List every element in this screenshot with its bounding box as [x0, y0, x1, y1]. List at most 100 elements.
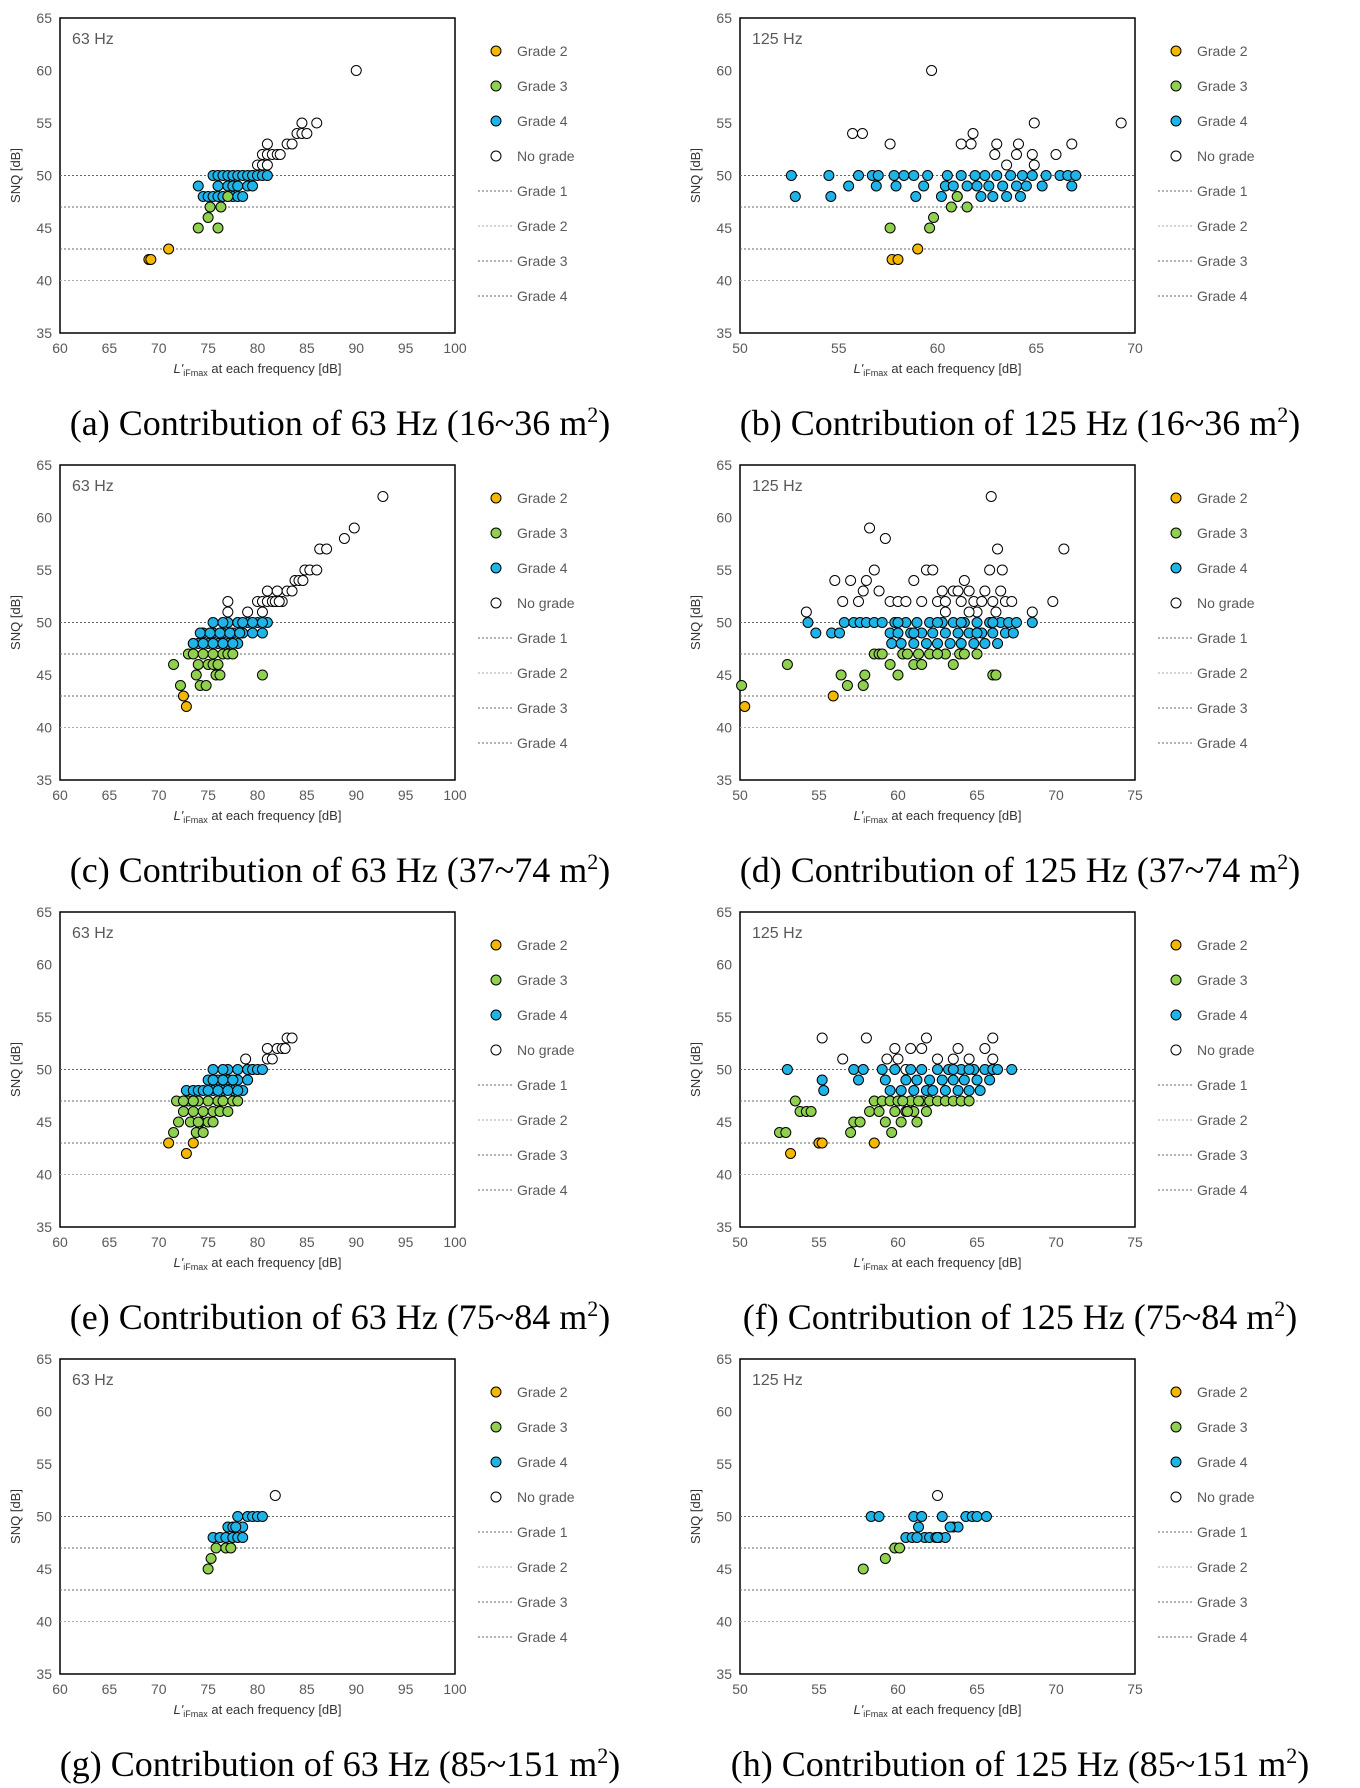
data-point-grade4: [961, 180, 973, 192]
data-point-nograde: [920, 1032, 932, 1044]
legend-label: Grade 4: [1197, 1182, 1248, 1198]
y-tick-label: 50: [716, 168, 732, 184]
data-point-grade4: [910, 191, 922, 202]
data-point-grade4: [1014, 191, 1026, 202]
y-tick-label: 40: [36, 273, 52, 289]
data-point-grade4: [857, 1064, 869, 1075]
data-point-grade4: [217, 617, 229, 628]
data-point-grade3: [197, 1106, 209, 1117]
data-point-nograde: [979, 1043, 991, 1054]
data-point-nograde: [279, 1043, 291, 1054]
x-tick-label: 75: [1127, 1681, 1143, 1697]
data-point-grade3: [884, 659, 896, 670]
legend-marker: [490, 115, 502, 127]
data-point-grade3: [859, 669, 871, 681]
caption-text: (a) Contribution of 63 Hz (16~36 m: [69, 403, 588, 443]
caption-superscript: 2: [1286, 1743, 1298, 1768]
data-point-grade3: [190, 669, 202, 681]
data-point-grade4: [838, 617, 850, 628]
x-tick-label: 80: [250, 340, 266, 356]
y-tick-label: 50: [36, 1062, 52, 1078]
data-point-nograde: [939, 606, 951, 618]
data-point-nograde: [990, 606, 1002, 618]
data-point-grade4: [785, 170, 797, 181]
data-point-grade4: [927, 1085, 939, 1096]
caption-text: (c) Contribution of 63 Hz (37~74 m: [69, 850, 588, 890]
data-point-nograde: [996, 564, 1008, 576]
data-point-grade4: [1020, 180, 1032, 192]
data-point-grade4: [889, 1064, 901, 1075]
data-point-grade4: [932, 638, 943, 649]
data-point-nograde: [873, 585, 885, 597]
y-tick-label: 45: [36, 1561, 52, 1577]
data-point-grade3: [924, 222, 936, 234]
data-point-nograde: [916, 596, 928, 607]
data-point-grade4: [898, 170, 910, 181]
data-point-grade4: [207, 1074, 219, 1086]
legend-label: Grade 3: [517, 700, 568, 716]
scatter-plot: 35 40 45 50 55 60 65 60 65 70 75 80 85 90 95 100 L'iFmax…: [8, 457, 575, 825]
data-point-grade3: [913, 1095, 925, 1107]
data-point-grade4: [935, 191, 947, 202]
data-point-nograde: [829, 575, 841, 586]
y-tick-label: 50: [716, 1062, 732, 1078]
y-tick-label: 60: [716, 1404, 732, 1420]
legend-label: No grade: [1197, 1489, 1255, 1505]
data-point-grade4: [936, 1511, 948, 1522]
y-tick-label: 40: [716, 720, 732, 736]
data-point-grade2: [827, 690, 839, 702]
data-point-grade3: [200, 680, 212, 691]
x-tick-label: 80: [250, 787, 266, 803]
x-tick-label: 65: [1028, 340, 1044, 356]
figure-caption: (g) Contribution of 63 Hz (85~151 m2): [0, 1743, 680, 1785]
legend-label: Grade 3: [517, 972, 568, 988]
data-point-grade4: [247, 180, 259, 192]
data-point-nograde: [908, 575, 920, 586]
caption-close: ): [608, 1744, 621, 1784]
legend-label: Grade 3: [1197, 1147, 1248, 1163]
data-point-grade3: [963, 1095, 975, 1107]
data-point-grade4: [932, 1532, 943, 1543]
x-axis-label: L'iFmax at each frequency [dB]: [174, 361, 342, 378]
data-point-grade3: [187, 648, 199, 660]
data-point-grade3: [232, 1095, 244, 1107]
x-axis-label: L'iFmax at each frequency [dB]: [854, 808, 1022, 825]
data-point-grade4: [810, 627, 822, 639]
data-point-grade4: [987, 627, 999, 639]
legend-label: Grade 2: [1197, 665, 1248, 681]
data-point-nograde: [800, 606, 812, 618]
data-point-grade4: [918, 180, 930, 192]
legend-label: Grade 4: [517, 1629, 568, 1645]
data-point-grade3: [971, 648, 983, 660]
data-point-grade4: [1011, 180, 1022, 192]
data-point-nograde: [845, 575, 857, 586]
data-point-grade4: [979, 638, 991, 649]
data-point-nograde: [884, 138, 896, 150]
caption-close: ): [1285, 1297, 1298, 1337]
legend-label: No grade: [517, 1489, 575, 1505]
data-point-grade2: [892, 254, 904, 265]
data-point-grade4: [890, 180, 902, 192]
data-point-grade4: [247, 617, 259, 628]
y-tick-label: 60: [36, 1404, 52, 1420]
data-point-grade3: [841, 680, 853, 691]
data-point-grade4: [207, 1064, 219, 1075]
data-point-grade2: [816, 1137, 828, 1149]
data-point-grade3: [884, 222, 896, 234]
data-point-grade3: [780, 1127, 792, 1138]
figure-caption: (f) Contribution of 125 Hz (75~84 m2): [680, 1296, 1360, 1338]
data-point-nograde: [992, 543, 1004, 555]
scatter-plot: 35 40 45 50 55 60 65 50 55 60 65 70 75 L'iFmax at eac…: [688, 904, 1255, 1272]
data-point-grade4: [895, 1085, 907, 1096]
y-tick-label: 65: [716, 904, 732, 920]
legend-label: Grade 2: [517, 218, 568, 234]
x-tick-label: 60: [890, 787, 906, 803]
data-point-grade4: [895, 638, 907, 649]
data-point-grade2: [177, 690, 189, 702]
y-tick-label: 60: [36, 63, 52, 79]
x-tick-label: 65: [102, 1234, 118, 1250]
data-point-grade4: [1070, 170, 1082, 181]
x-tick-label: 85: [299, 787, 315, 803]
y-tick-label: 45: [716, 1114, 732, 1130]
legend-marker: [1170, 939, 1182, 951]
